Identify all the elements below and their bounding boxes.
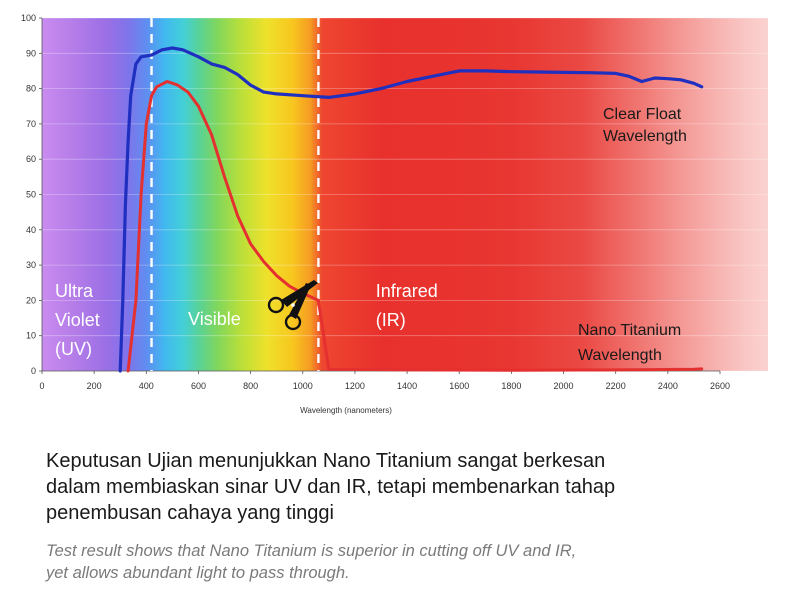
region-label: Violet bbox=[55, 310, 100, 330]
x-tick-label: 2000 bbox=[554, 381, 574, 391]
grid bbox=[42, 17, 768, 372]
nano-titanium-line bbox=[126, 80, 704, 373]
region-label: (UV) bbox=[55, 339, 92, 359]
nano-titanium-label: Nano Titanium bbox=[578, 322, 681, 339]
caption-english: Test result shows that Nano Titanium is … bbox=[46, 540, 766, 584]
y-tick-label: 60 bbox=[26, 154, 36, 164]
x-tick-label: 1600 bbox=[449, 381, 469, 391]
caption-malay-line-2: dalam membiaskan sinar UV dan IR, tetapi… bbox=[46, 476, 616, 498]
y-tick-label: 50 bbox=[26, 190, 36, 200]
x-tick-label: 1800 bbox=[501, 381, 521, 391]
caption-english-line-1: Test result shows that Nano Titanium is … bbox=[46, 542, 577, 560]
x-tick-label: 800 bbox=[243, 381, 258, 391]
region-labels: Ultra Violet (UV) Visible Infrared (IR) bbox=[55, 281, 438, 359]
y-tick-label: 40 bbox=[26, 225, 36, 235]
region-label: Infrared bbox=[376, 281, 438, 301]
x-tick-label: 400 bbox=[139, 381, 154, 391]
caption-malay-line-3: penembusan cahaya yang tinggi bbox=[46, 502, 334, 524]
region-label: Visible bbox=[188, 309, 241, 329]
y-tick-label: 30 bbox=[26, 260, 36, 270]
x-tick-label: 1200 bbox=[345, 381, 365, 391]
y-tick-label: 70 bbox=[26, 119, 36, 129]
caption-malay: Keputusan Ujian menunjukkan Nano Titaniu… bbox=[46, 448, 746, 526]
clear-float-label: Wavelength bbox=[603, 128, 687, 145]
x-tick-label: 2400 bbox=[658, 381, 678, 391]
x-tick-label: 200 bbox=[87, 381, 102, 391]
x-axis-label-group: Wavelength (nanometers) bbox=[300, 406, 392, 415]
y-tick-label: 100 bbox=[21, 13, 36, 23]
spectrum-background bbox=[42, 18, 768, 371]
y-tick-label: 90 bbox=[26, 48, 36, 58]
series-labels: Clear Float Wavelength Nano Titanium Wavele… bbox=[578, 106, 687, 364]
x-tick-label: 1400 bbox=[397, 381, 417, 391]
ir-fade bbox=[433, 18, 768, 371]
x-tick-label: 0 bbox=[39, 381, 44, 391]
scissors-icon bbox=[267, 280, 318, 331]
region-label: Ultra bbox=[55, 281, 94, 301]
x-tick-label: 1000 bbox=[293, 381, 313, 391]
region-label: (IR) bbox=[376, 310, 406, 330]
y-tick-label: 0 bbox=[31, 366, 36, 376]
y-tick-label: 10 bbox=[26, 331, 36, 341]
clear-float-line bbox=[118, 46, 704, 373]
x-axis-label: Wavelength (nanometers) bbox=[300, 406, 392, 415]
x-tick-label: 2200 bbox=[606, 381, 626, 391]
series-lines bbox=[118, 46, 704, 373]
x-tick-label: 600 bbox=[191, 381, 206, 391]
caption-english-line-2: yet allows abundant light to pass throug… bbox=[46, 564, 350, 582]
caption-malay-line-1: Keputusan Ujian menunjukkan Nano Titaniu… bbox=[46, 450, 606, 472]
y-tick-label: 80 bbox=[26, 84, 36, 94]
clear-float-label: Clear Float bbox=[603, 106, 682, 123]
region-boundaries bbox=[150, 18, 320, 371]
x-tick-label: 2600 bbox=[710, 381, 730, 391]
nano-titanium-label: Wavelength bbox=[578, 347, 662, 364]
y-tick-label: 20 bbox=[26, 295, 36, 305]
